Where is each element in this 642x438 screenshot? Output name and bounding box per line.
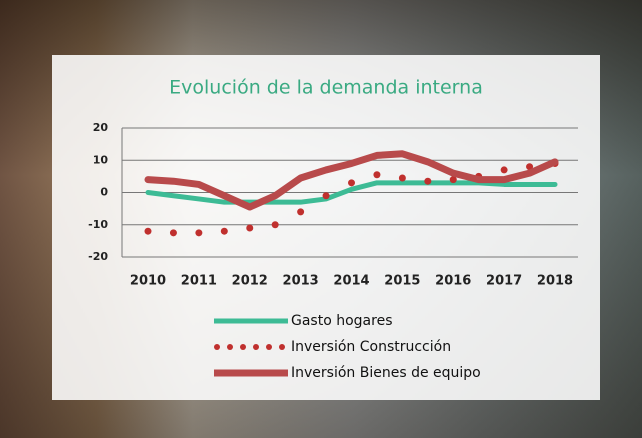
x-tick-label: 2016: [435, 274, 471, 289]
chart: Evolución de la demanda interna -20 -10 0 1…: [0, 0, 642, 438]
y-tick-label: -10: [88, 218, 108, 231]
x-tick-label: 2010: [130, 274, 166, 289]
x-tick-label: 2011: [181, 274, 217, 289]
data-point: [424, 178, 431, 185]
legend-marker: [266, 344, 272, 350]
data-point: [399, 174, 406, 181]
legend-label: Inversión Bienes de equipo: [291, 365, 481, 381]
chart-title: Evolución de la demanda interna: [169, 77, 483, 99]
y-tick-label: 20: [93, 121, 109, 134]
x-tick-label: 2017: [486, 274, 522, 289]
data-point: [297, 208, 304, 215]
data-point: [323, 192, 330, 199]
x-tick-label: 2013: [283, 274, 319, 289]
x-tick-label: 2012: [232, 274, 268, 289]
data-point: [373, 171, 380, 178]
legend-marker: [227, 344, 233, 350]
legend-marker: [240, 344, 246, 350]
y-tick-label: 0: [100, 186, 108, 199]
legend-marker: [214, 344, 220, 350]
data-point: [195, 229, 202, 236]
data-point: [221, 228, 228, 235]
y-tick-label: -20: [88, 250, 108, 263]
x-tick-label: 2018: [537, 274, 573, 289]
data-point: [145, 228, 152, 235]
legend-label: Inversión Construcción: [291, 339, 451, 355]
data-point: [246, 224, 253, 231]
data-point: [170, 229, 177, 236]
legend-marker: [253, 344, 259, 350]
legend-label: Gasto hogares: [291, 313, 393, 329]
data-point: [501, 166, 508, 173]
x-tick-label: 2014: [333, 274, 369, 289]
legend-marker: [279, 344, 285, 350]
data-point: [348, 179, 355, 186]
x-tick-label: 2015: [384, 274, 420, 289]
y-tick-label: 10: [93, 153, 109, 166]
data-point: [272, 221, 279, 228]
